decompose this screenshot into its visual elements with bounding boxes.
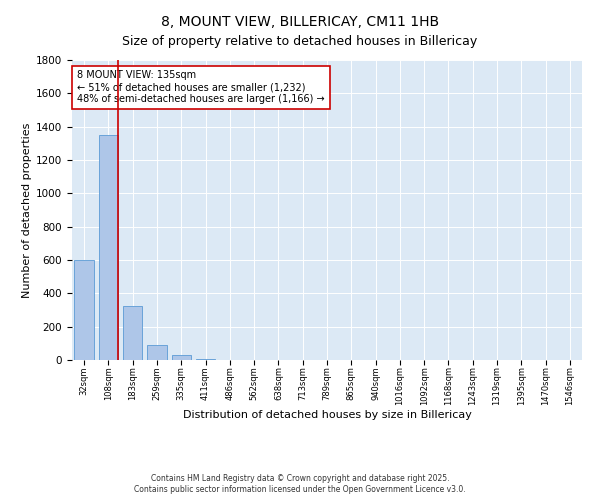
Text: Size of property relative to detached houses in Billericay: Size of property relative to detached ho… [122,35,478,48]
Y-axis label: Number of detached properties: Number of detached properties [22,122,32,298]
Bar [147,345,167,360]
Text: 8, MOUNT VIEW, BILLERICAY, CM11 1HB: 8, MOUNT VIEW, BILLERICAY, CM11 1HB [161,15,439,29]
Bar [123,306,142,360]
Text: Contains HM Land Registry data © Crown copyright and database right 2025.
Contai: Contains HM Land Registry data © Crown c… [134,474,466,494]
X-axis label: Distribution of detached houses by size in Billericay: Distribution of detached houses by size … [182,410,472,420]
Bar [74,260,94,360]
Bar [172,355,191,360]
Bar [99,135,118,360]
Bar [196,358,215,360]
Text: 8 MOUNT VIEW: 135sqm
← 51% of detached houses are smaller (1,232)
48% of semi-de: 8 MOUNT VIEW: 135sqm ← 51% of detached h… [77,70,325,104]
